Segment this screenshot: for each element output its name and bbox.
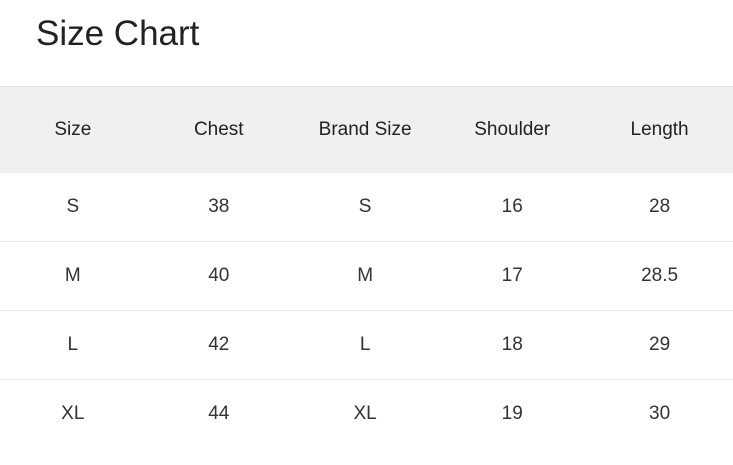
- column-header: Chest: [145, 86, 292, 173]
- page-title: Size Chart: [36, 14, 200, 53]
- table-row: XL 44 XL 19 30: [0, 380, 733, 449]
- table-cell: 28.5: [586, 241, 733, 311]
- table-cell: 17: [438, 241, 587, 311]
- header-row: Size Chest Brand Size Shoulder Length: [0, 86, 733, 173]
- table-row: S 38 S 16 28: [0, 173, 733, 242]
- table-cell: 18: [438, 310, 587, 380]
- table-cell: XL: [61, 403, 85, 424]
- table-cell: L: [0, 310, 146, 380]
- table-cell: XL: [353, 403, 377, 424]
- table-cell: 30: [649, 403, 671, 424]
- table-cell: 28: [586, 173, 733, 242]
- table-row: L 42 L 18 29: [0, 310, 733, 380]
- table-cell: 44: [208, 403, 230, 424]
- table-cell: 42: [145, 310, 292, 380]
- table-cell: 38: [145, 173, 292, 242]
- table-cell: M: [0, 241, 146, 311]
- column-header: Length: [586, 86, 733, 173]
- table-cell: S: [291, 173, 439, 242]
- column-header: Brand Size: [291, 86, 439, 173]
- table-cell: 40: [145, 241, 292, 311]
- table-cell: 19: [501, 403, 523, 424]
- size-chart-table: Size Chest Brand Size Shoulder Length S 38 S 16…: [0, 86, 733, 448]
- column-header: Size: [0, 86, 146, 173]
- table-cell: S: [0, 173, 146, 242]
- table-cell: L: [291, 310, 439, 380]
- table-cell: 16: [438, 173, 587, 242]
- table-row: M 40 M 17 28.5: [0, 241, 733, 311]
- table-cell: 29: [586, 310, 733, 380]
- table-cell: M: [291, 241, 439, 311]
- column-header: Shoulder: [438, 86, 587, 173]
